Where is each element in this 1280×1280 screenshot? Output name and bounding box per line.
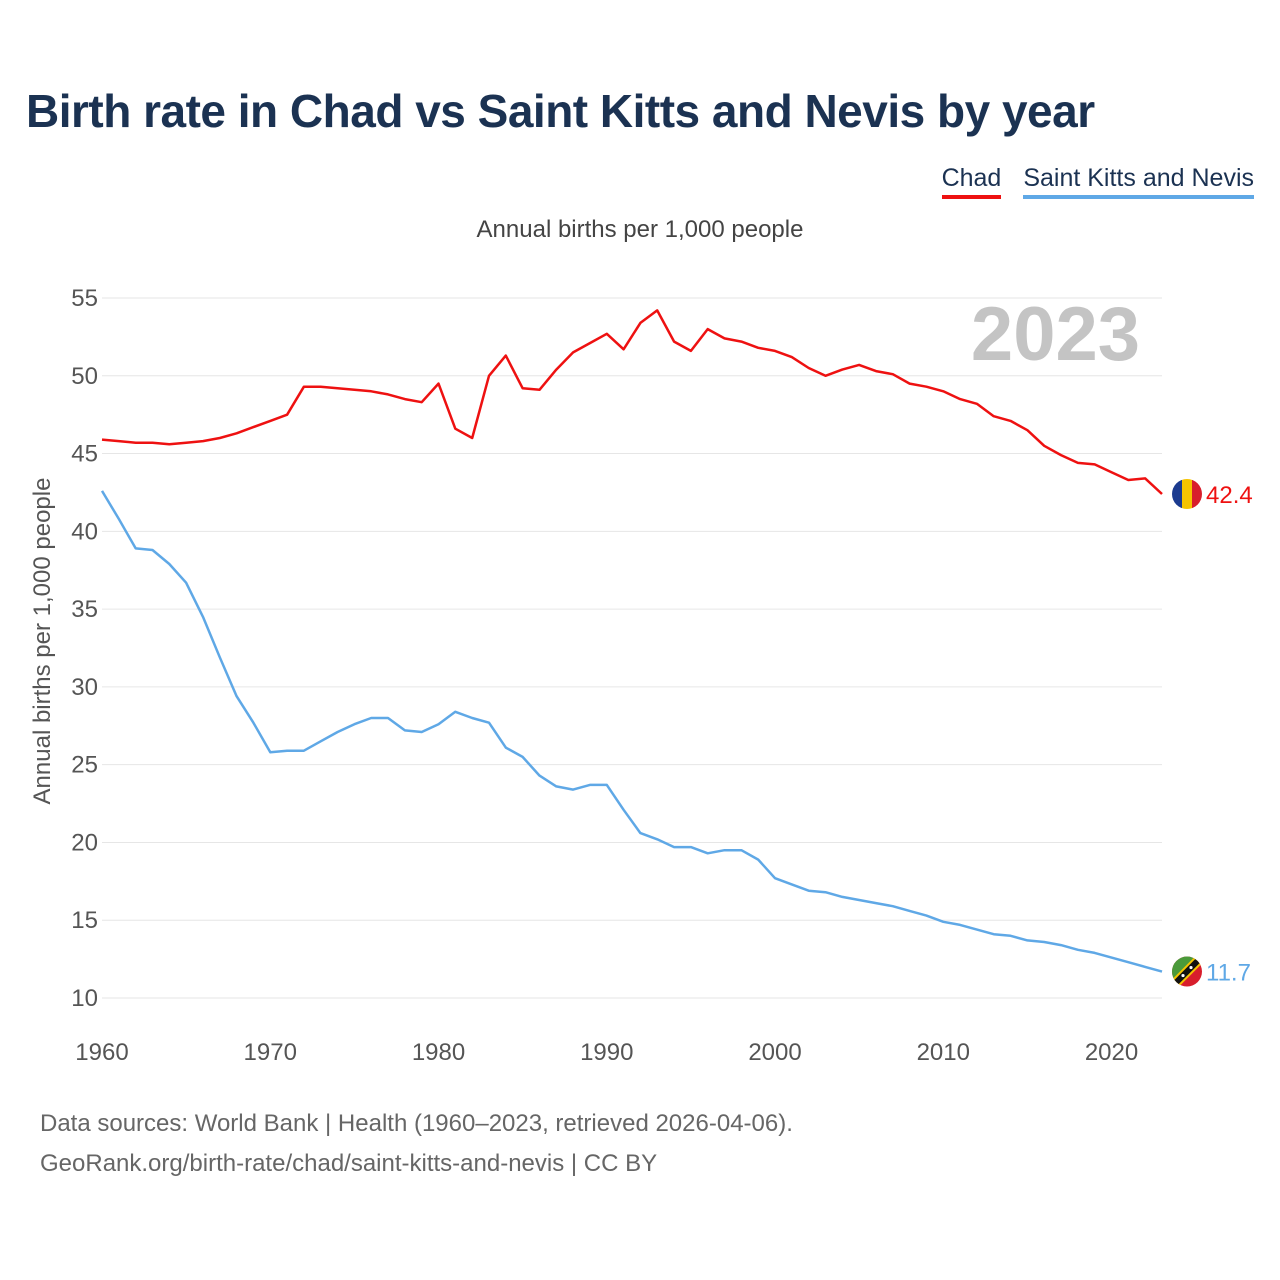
x-tick-label: 1990: [580, 1039, 633, 1066]
y-tick-label: 15: [71, 907, 98, 934]
y-tick-label: 40: [71, 518, 98, 545]
legend-item-chad[interactable]: Chad: [941, 164, 1002, 199]
y-tick-label: 50: [71, 363, 98, 390]
x-tick-label: 2020: [1085, 1039, 1138, 1066]
x-tick-label: 2010: [917, 1039, 970, 1066]
end-value-label-chad: 42.4: [1206, 482, 1253, 509]
series-line-chad: [101, 309, 1163, 495]
x-tick-label: 2000: [748, 1039, 801, 1066]
y-tick-label: 35: [71, 596, 98, 623]
y-tick-label: 20: [71, 829, 98, 856]
x-tick-label: 1960: [75, 1039, 128, 1066]
y-tick-label: 10: [71, 985, 98, 1012]
x-tick-label: 1970: [244, 1039, 297, 1066]
footer-url[interactable]: GeoRank.org/birth-rate/chad/saint-kitts-…: [40, 1150, 658, 1177]
series-line-saint-kitts-and-nevis: [100, 490, 1163, 973]
legend-item-saint-kitts-and-nevis[interactable]: Saint Kitts and Nevis: [1023, 164, 1254, 199]
footer: Data sources: World Bank | Health (1960–…: [40, 1104, 793, 1184]
y-axis-label: Annual births per 1,000 people: [29, 478, 56, 805]
footer-source: Data sources: World Bank | Health (1960–…: [40, 1110, 793, 1137]
flag-icon-saint-kitts-and-nevis: [1172, 956, 1202, 987]
y-tick-label: 45: [71, 441, 98, 468]
x-tick-label: 1980: [412, 1039, 465, 1066]
y-tick-label: 25: [71, 752, 98, 779]
flag-icon-chad: [1172, 479, 1202, 509]
y-tick-label: 55: [71, 285, 98, 312]
year-watermark: 2023: [971, 292, 1140, 377]
end-value-label-saint-kitts-and-nevis: 11.7: [1206, 960, 1251, 987]
legend: Chad Saint Kitts and Nevis: [941, 164, 1254, 199]
y-tick-label: 30: [71, 674, 98, 701]
chart-subtitle: Annual births per 1,000 people: [476, 216, 804, 243]
chart-title: Birth rate in Chad vs Saint Kitts and Ne…: [26, 85, 1095, 137]
